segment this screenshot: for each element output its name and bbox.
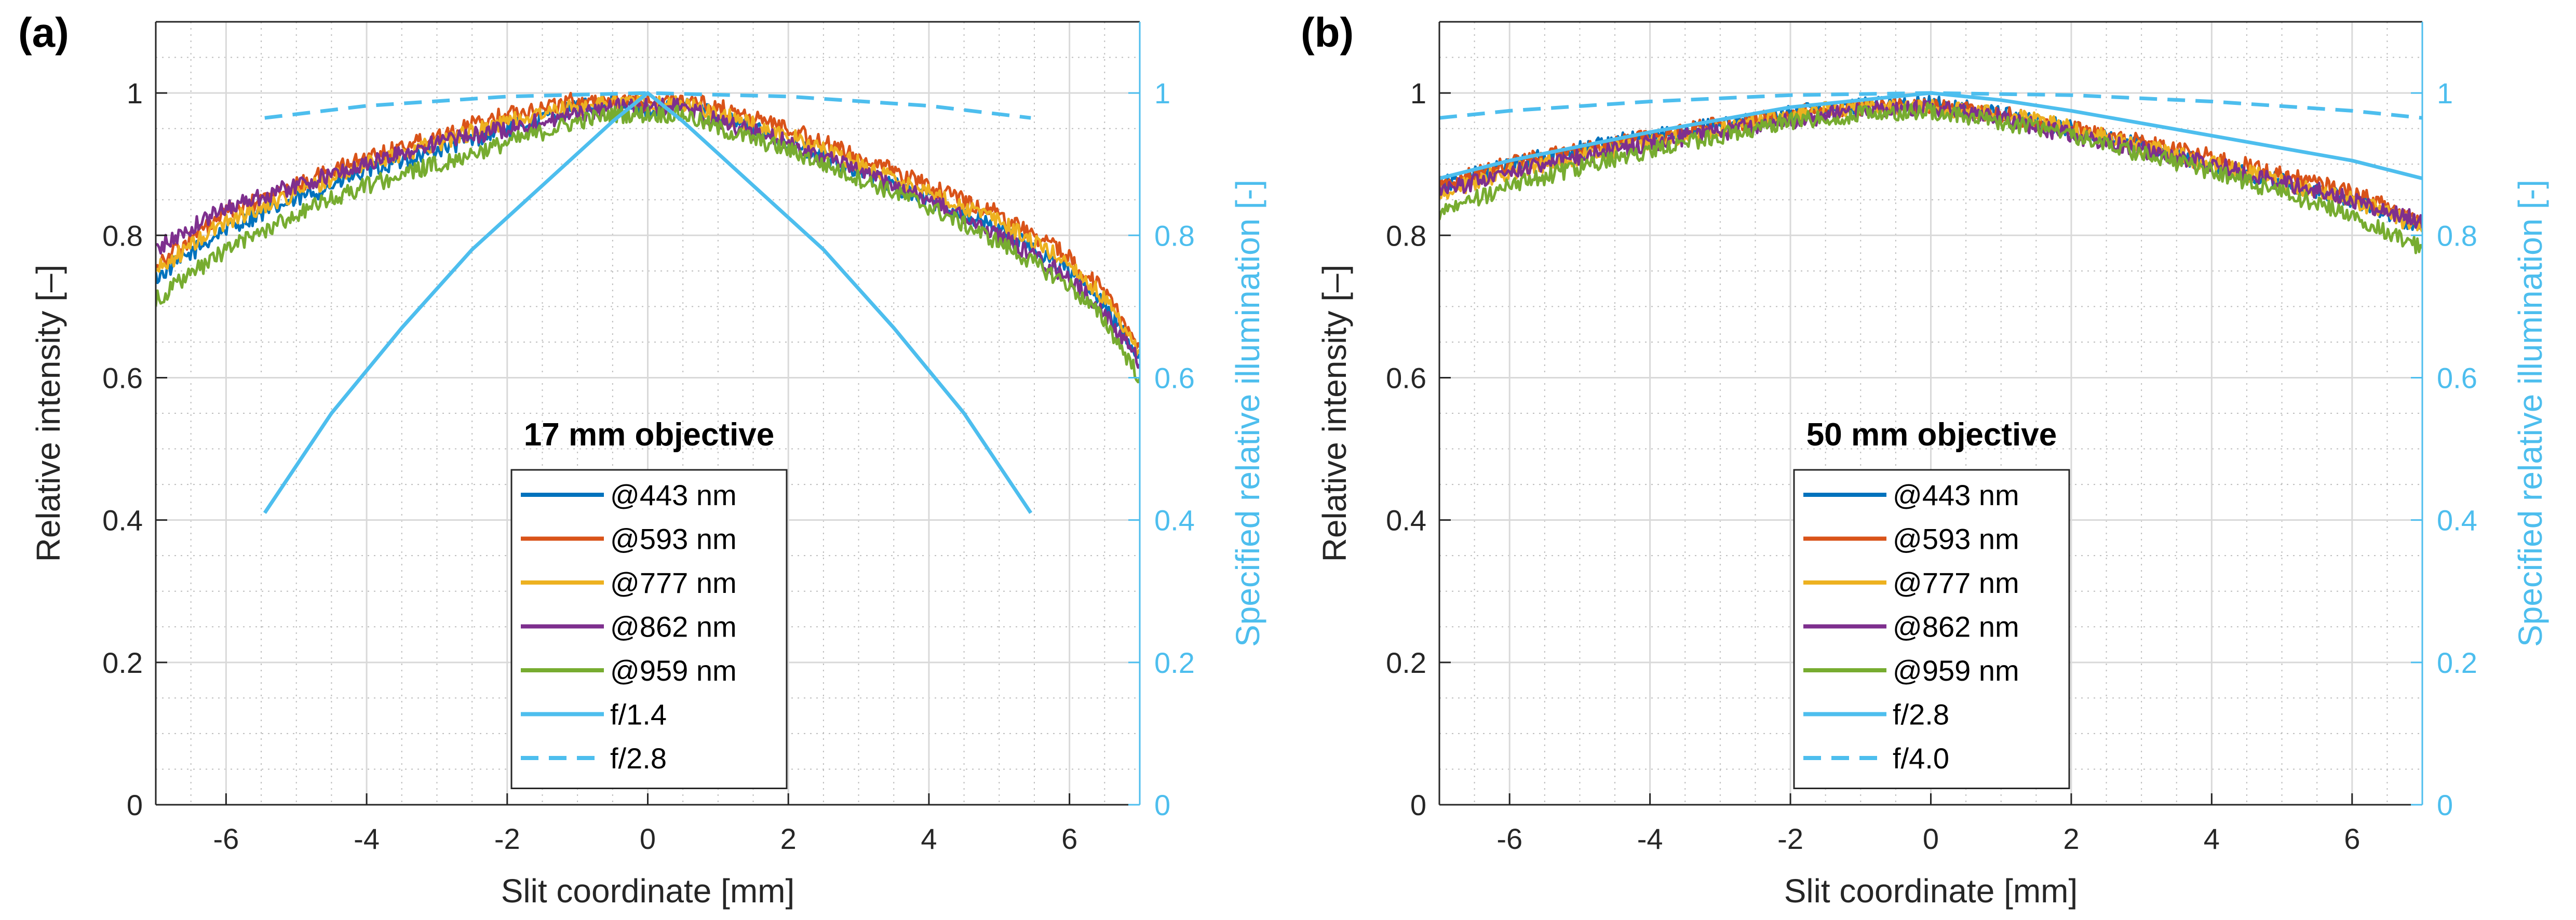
y2-tick-label: 0 [2437, 789, 2453, 821]
x-tick-label: -2 [494, 822, 520, 855]
x-tick-label: 0 [640, 822, 656, 855]
x-tick-label: 6 [1061, 822, 1077, 855]
y-tick-label: 1 [1410, 77, 1426, 110]
legend-label: @862 nm [1893, 611, 2019, 643]
y2-tick-label: 0.2 [1154, 646, 1195, 679]
series-group [156, 91, 1140, 514]
x-tick-label: 4 [2204, 822, 2220, 855]
y-axis-label: Relative intensity [–] [1316, 265, 1353, 562]
y2-tick-label: 0.8 [1154, 219, 1195, 252]
y-axis-label: Relative intensity [–] [30, 265, 67, 562]
y-tick-label: 0 [127, 789, 143, 821]
y2-tick-label: 0.6 [1154, 361, 1195, 394]
y-tick-label: 0.6 [102, 361, 143, 394]
legend-label: @443 nm [1893, 479, 2019, 511]
y2-tick-label: 0.8 [2437, 219, 2477, 252]
legend-label: f/4.0 [1893, 742, 1949, 775]
legend: @443 nm @593 nm @777 nm @862 nm @959 nm f/2.8… [1793, 469, 2070, 789]
series-line-f-4-0 [1439, 91, 2422, 120]
y-tick-label: 0.4 [1386, 504, 1426, 537]
x-tick-label: 2 [780, 822, 797, 855]
x-tick-label: -4 [1637, 822, 1663, 855]
legend-label: @593 nm [1893, 523, 2019, 556]
x-tick-label: 0 [1923, 822, 1939, 855]
y-tick-label: 0.2 [1386, 646, 1426, 679]
panel-annotation: 17 mm objective [524, 417, 774, 453]
legend-label: @777 nm [610, 566, 737, 599]
legend-label: f/2.8 [1893, 698, 1949, 731]
x-axis-label: Slit coordinate [mm] [501, 872, 795, 910]
x-tick-label: -6 [213, 822, 239, 855]
legend-label: f/2.8 [610, 742, 667, 775]
y2-tick-label: 1 [2437, 77, 2453, 110]
y-tick-label: 1 [127, 77, 143, 110]
panel-label: (a) [18, 9, 69, 56]
y-tick-label: 0.8 [102, 219, 143, 252]
x-tick-label: 4 [921, 822, 937, 855]
y-tick-label: 0 [1410, 789, 1426, 821]
y2-tick-label: 0.6 [2437, 361, 2477, 394]
panel-label: (b) [1301, 9, 1354, 56]
y-tick-label: 0.4 [102, 504, 143, 537]
legend-label: f/1.4 [610, 698, 667, 731]
x-tick-label: 6 [2344, 822, 2360, 855]
panel-annotation: 50 mm objective [1806, 417, 2057, 453]
y2-axis-label: Specified relative illumination [-] [1229, 180, 1266, 647]
legend-label: @443 nm [610, 479, 737, 511]
legend-label: @959 nm [1893, 654, 2019, 687]
y2-tick-label: 0.4 [1154, 504, 1195, 537]
panel-a: -6 -4 -2 0 2 4 6 0 0.2 0.4 0.6 0.8 1 0 0.2 0.4 0.6 0.8 1 Sl… [18, 9, 1266, 910]
legend-label: @593 nm [610, 523, 737, 556]
x-tick-label: -6 [1496, 822, 1522, 855]
x-axis-label: Slit coordinate [mm] [1784, 872, 2078, 910]
panel-b: -6 -4 -2 0 2 4 6 0 0.2 0.4 0.6 0.8 1 0 0.2 0.4 0.6 0.8 1 Sl… [1301, 9, 2549, 910]
y2-axis-label: Specified relative illumination [-] [2512, 180, 2549, 647]
y2-tick-label: 0.4 [2437, 504, 2477, 537]
x-tick-label: -2 [1777, 822, 1803, 855]
legend-label: @959 nm [610, 654, 737, 687]
y-tick-label: 0.8 [1386, 219, 1426, 252]
series-line-959-nm [1439, 102, 2422, 254]
major-grid [1439, 22, 2422, 805]
legend-box [510, 469, 788, 789]
y2-tick-label: 0.2 [2437, 646, 2477, 679]
series-group [1439, 91, 2422, 254]
series-line-959-nm [156, 104, 1140, 384]
x-tick-label: 2 [2063, 822, 2079, 855]
legend-label: @862 nm [610, 611, 737, 643]
legend-label: @777 nm [1893, 566, 2019, 599]
y-tick-label: 0.6 [1386, 361, 1426, 394]
series-line-f-1-4 [263, 91, 1033, 514]
y-tick-label: 0.2 [102, 646, 143, 679]
y2-tick-label: 1 [1154, 77, 1170, 110]
x-tick-label: -4 [354, 822, 380, 855]
y2-tick-label: 0 [1154, 789, 1170, 821]
legend: @443 nm @593 nm @777 nm @862 nm @959 nm f/1.4… [510, 469, 788, 789]
legend-box [1793, 469, 2070, 789]
